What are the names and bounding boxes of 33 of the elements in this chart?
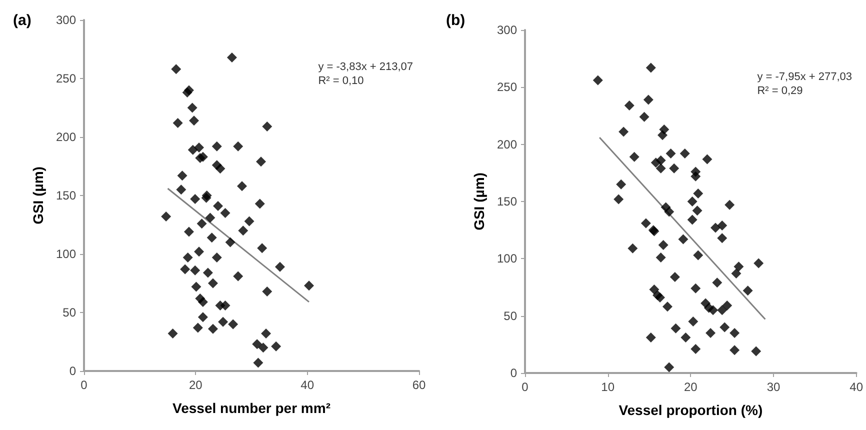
y-tick-label: 100: [56, 247, 76, 261]
x-tick-label: 40: [300, 378, 314, 392]
chart-title: (a): [13, 12, 32, 29]
y-axis-title: GSI (µm): [471, 172, 488, 230]
y-tick-label: 150: [56, 188, 76, 202]
annotation: y = -7,95x + 277,03: [757, 71, 852, 83]
annotation: R² = 0,29: [757, 85, 803, 97]
x-tick-label: 0: [80, 378, 88, 392]
annotation: R² = 0,10: [318, 75, 364, 87]
y-tick-label: 200: [56, 130, 76, 144]
y-tick-label: 50: [62, 306, 76, 320]
y-tick-label: 300: [56, 13, 76, 27]
y-tick-label: 0: [69, 364, 76, 378]
y-tick-label: 0: [510, 366, 518, 380]
x-tick-label: 0: [522, 380, 529, 394]
x-tick-label: 40: [850, 380, 864, 394]
y-tick-label: 50: [504, 308, 518, 323]
x-tick-label: 10: [601, 380, 615, 394]
x-tick-label: 20: [684, 380, 698, 394]
y-axis-title: GSI (µm): [30, 166, 46, 224]
x-tick-label: 60: [412, 378, 426, 392]
chart-title: (b): [446, 12, 466, 29]
y-tick-label: 100: [496, 252, 518, 266]
x-axis-title: Vessel proportion (%): [618, 402, 763, 418]
annotation: y = -3,83x + 213,07: [318, 61, 414, 73]
x-axis-title: Vessel number per mm²: [172, 400, 331, 416]
x-tick-label: 30: [766, 380, 780, 394]
y-tick-label: 250: [496, 80, 518, 94]
y-tick-label: 250: [56, 72, 76, 86]
y-tick-label: 150: [496, 194, 518, 208]
y-tick-label: 300: [496, 23, 518, 37]
x-tick-label: 20: [188, 378, 203, 392]
y-tick-label: 200: [496, 137, 518, 152]
